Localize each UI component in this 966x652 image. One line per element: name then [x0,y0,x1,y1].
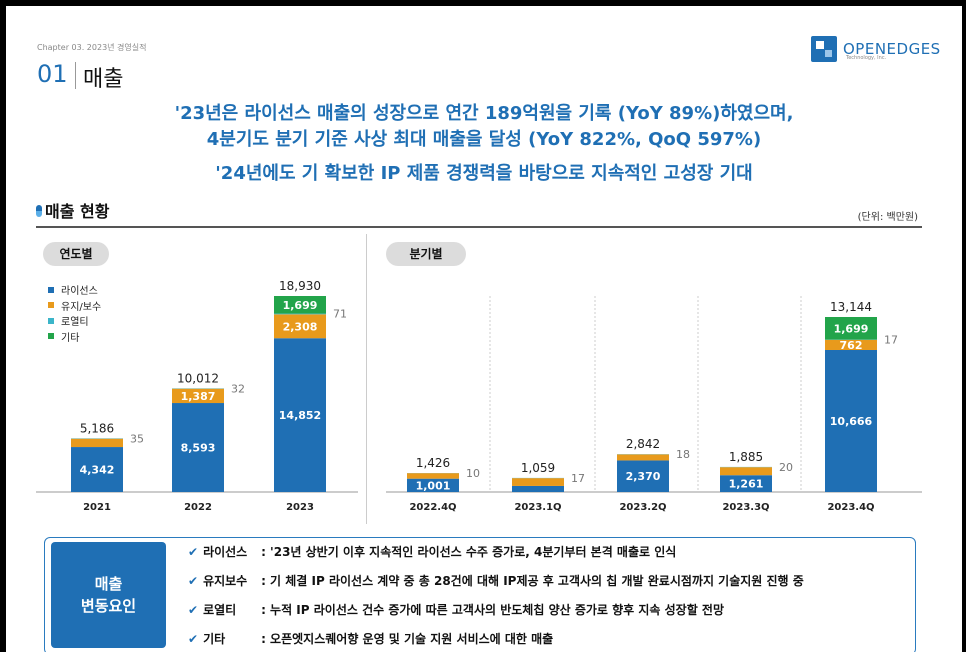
header-rule [36,226,922,228]
factor-item: ✔ 유지보수: 기 체결 IP 라이선스 계약 중 총 28건에 대해 IP제공 … [188,574,804,588]
bar-segment [407,478,459,492]
x-tick-label: 2022 [184,502,212,513]
factor-item: ✔ 로열티: 누적 IP 라이선스 건수 증가에 따른 고객사의 반도체칩 양산 … [188,603,725,617]
x-tick-label: 2023.4Q [827,502,874,513]
data-label: 1,699 [834,322,869,335]
data-label: 17 [884,334,898,347]
headline-1: '23년은 라이선스 매출의 성장으로 연간 189억원을 기록 (YoY 89… [174,103,794,124]
factors-box [44,537,916,652]
factors-label: 매출 변동요인 [51,542,166,648]
chart-divider [366,234,367,524]
bar-segment [720,475,772,492]
total-label: 1,059 [521,461,555,475]
data-label: 14,852 [279,409,321,422]
factors-list: ✔ 라이선스: '23년 상반기 이후 지속적인 라이선스 수주 증가로, 4분기… [188,540,804,652]
bar-segment [720,467,772,476]
total-label: 13,144 [830,300,872,314]
check-icon: ✔ [188,574,199,588]
bar-segment [274,314,326,339]
bar-segment [825,339,877,350]
data-label: 762 [840,339,863,352]
logo-subtext: Technology, Inc. [846,55,887,61]
bar-segment [71,447,123,492]
data-label: 2,370 [626,470,661,483]
factor-item: ✔ 라이선스: '23년 상반기 이후 지속적인 라이선스 수주 증가로, 4분기… [188,545,677,559]
data-label: 20 [779,461,793,474]
bar-segment [172,403,224,492]
chapter-label: Chapter 03. 2023년 경영실적 [37,43,147,52]
quarterly-pill: 분기별 [386,242,466,266]
data-label: 1,001 [416,479,451,492]
bar-segment [274,313,326,315]
chart-legend: 라이선스 유지/보수 로열티 기타 [48,282,101,344]
factor-item: ✔ 기타: 오픈엣지스퀘어향 운영 및 기술 지원 서비스에 대한 매출 [188,632,554,646]
total-label: 5,186 [80,421,114,435]
bar-segment [512,485,564,492]
x-tick-label: 2023.1Q [514,502,561,513]
bar-segment [274,338,326,492]
x-tick-label: 2023 [286,502,314,513]
data-label: 32 [231,382,245,395]
headline-2: 4분기도 분기 기준 사상 최대 매출을 달성 (YoY 822%, QoQ 5… [206,129,762,150]
legend-item-maintenance: 유지/보수 [48,298,101,314]
unit-label: (단위: 백만원) [857,212,918,223]
bar-segment [407,473,459,479]
total-label: 10,012 [177,371,219,385]
data-label: 8,593 [181,442,216,455]
company-logo: OPENEDGES [811,36,941,62]
bar-segment [274,296,326,314]
x-tick-label: 2023.2Q [619,502,666,513]
data-label: 10,666 [830,415,873,428]
section-number: 01 [37,60,68,88]
total-label: 1,885 [729,450,763,464]
section-divider [75,62,76,89]
bar-segment [825,349,877,492]
data-label: 17 [571,472,585,485]
data-label: 1,261 [729,478,764,491]
data-label: 1,387 [181,390,216,403]
total-label: 1,426 [416,456,450,470]
data-label: 10 [466,467,480,480]
total-label: 18,930 [279,279,321,293]
x-tick-label: 2022.4Q [409,502,456,513]
headline-3: '24년에도 기 확보한 IP 제품 경쟁력을 바탕으로 지속적인 고성장 기대 [215,163,753,184]
legend-item-royalty: 로열티 [48,313,101,329]
bar-segment [71,438,123,448]
bar-segment [617,454,669,461]
logo-text: OPENEDGES [843,40,941,58]
slide: Chapter 03. 2023년 경영실적 01 매출 OPENEDGES T… [6,6,962,652]
data-label: 4,342 [80,464,115,477]
bar-segment [825,317,877,340]
check-icon: ✔ [188,603,199,617]
x-tick-label: 2023.3Q [722,502,769,513]
legend-item-license: 라이선스 [48,282,101,298]
data-label: 1,699 [283,299,318,312]
chart-section-title: 매출 현황 [45,202,110,221]
section-title: 매출 [83,67,124,92]
data-label: 18 [676,448,690,461]
x-tick-label: 2021 [83,502,111,513]
total-label: 2,842 [626,437,660,451]
bar-segment [617,460,669,492]
data-label: 35 [130,432,144,445]
bar-segment [172,388,224,404]
data-label: 71 [333,308,347,321]
subtitle-bullet-icon [36,205,42,217]
check-icon: ✔ [188,545,199,559]
annual-pill: 연도별 [43,242,109,266]
data-label: 2,308 [283,320,318,333]
legend-item-other: 기타 [48,329,101,345]
revenue-charts: 4,342 35 5,186 2021 8,593 1,387 32 10,012 2022 14… [36,279,922,513]
check-icon: ✔ [188,632,199,646]
bar-segment [512,478,564,486]
logo-icon [811,36,837,62]
